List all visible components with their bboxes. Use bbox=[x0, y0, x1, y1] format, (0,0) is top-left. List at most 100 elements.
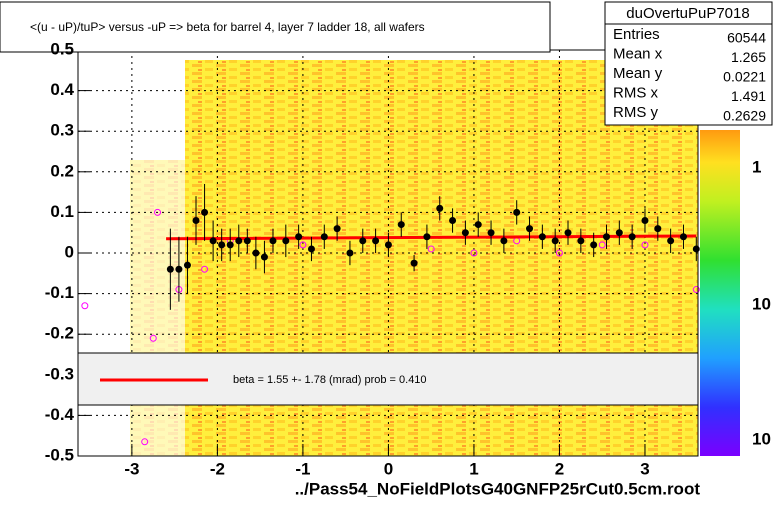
point bbox=[201, 208, 209, 216]
point bbox=[667, 237, 675, 245]
open-point bbox=[141, 438, 149, 446]
stats-label: Entries bbox=[613, 26, 660, 43]
point bbox=[192, 217, 200, 225]
stats-label: RMS x bbox=[613, 84, 659, 101]
x-tick-label: 3 bbox=[640, 459, 649, 478]
stats-label: Mean y bbox=[613, 65, 663, 82]
point bbox=[410, 259, 418, 267]
stats-value: 0.0221 bbox=[723, 69, 766, 85]
open-point bbox=[470, 249, 478, 257]
open-point bbox=[641, 241, 649, 249]
point bbox=[260, 253, 268, 261]
marks bbox=[81, 183, 700, 446]
point bbox=[243, 237, 251, 245]
open-point bbox=[201, 265, 209, 273]
point bbox=[538, 233, 546, 241]
point bbox=[295, 233, 303, 241]
stats-label: Mean x bbox=[613, 45, 663, 62]
point bbox=[436, 204, 444, 212]
colorbar-label: 10 bbox=[752, 429, 771, 448]
colorbar-label: 1 bbox=[752, 157, 761, 176]
point bbox=[577, 237, 585, 245]
point bbox=[641, 217, 649, 225]
x-axis-label: ../Pass54_NoFieldPlotsG40GNFP25rCut0.5cm… bbox=[295, 479, 701, 498]
point bbox=[218, 241, 226, 249]
stats-title: duOvertuPuP7018 bbox=[626, 5, 749, 22]
stats-label: RMS y bbox=[613, 104, 659, 121]
y-tick-label: 0.3 bbox=[50, 121, 74, 140]
y-tick-label: -0.2 bbox=[45, 324, 74, 343]
point bbox=[166, 265, 174, 273]
x-tick-label: -1 bbox=[295, 459, 310, 478]
point bbox=[487, 229, 495, 237]
point bbox=[461, 229, 469, 237]
open-point bbox=[692, 286, 700, 294]
y-tick-label: -0.1 bbox=[45, 283, 74, 302]
y-tick-label: -0.4 bbox=[45, 405, 75, 424]
y-tick-label: 0.1 bbox=[50, 202, 74, 221]
point bbox=[209, 237, 217, 245]
y-tick-label: -0.5 bbox=[45, 445, 74, 464]
x-tick-label: 1 bbox=[469, 459, 478, 478]
chart-title: <(u - uP)/tuP> versus -uP => beta for ba… bbox=[30, 20, 425, 34]
y-tick-label: -0.3 bbox=[45, 364, 74, 383]
open-point bbox=[81, 302, 89, 310]
y-tick-label: 0 bbox=[65, 242, 74, 261]
point bbox=[269, 237, 277, 245]
point bbox=[320, 233, 328, 241]
point bbox=[500, 237, 508, 245]
stats-value: 1.491 bbox=[731, 88, 766, 104]
point bbox=[564, 229, 572, 237]
open-point bbox=[598, 241, 606, 249]
open-point bbox=[427, 245, 435, 253]
x-tick-label: -2 bbox=[210, 459, 225, 478]
point bbox=[474, 221, 482, 229]
x-tick-label: -3 bbox=[124, 459, 139, 478]
point bbox=[590, 241, 598, 249]
open-point bbox=[299, 241, 307, 249]
open-point bbox=[555, 249, 563, 257]
point bbox=[346, 249, 354, 257]
stats-box bbox=[604, 1, 773, 126]
point bbox=[602, 233, 610, 241]
y-tick-label: 0.5 bbox=[50, 39, 74, 58]
color-palette bbox=[700, 130, 740, 456]
point bbox=[615, 229, 623, 237]
point bbox=[307, 245, 315, 253]
point bbox=[252, 249, 260, 257]
point bbox=[282, 237, 290, 245]
stats-value: 0.2629 bbox=[723, 108, 766, 124]
colorbar-label: 10 bbox=[752, 294, 771, 313]
y-tick-label: 0.4 bbox=[50, 80, 74, 99]
point bbox=[628, 233, 636, 241]
open-point bbox=[149, 334, 157, 342]
point bbox=[359, 237, 367, 245]
point bbox=[183, 261, 191, 269]
point bbox=[384, 241, 392, 249]
x-tick-label: 2 bbox=[555, 459, 564, 478]
point bbox=[551, 237, 559, 245]
stats-value: 60544 bbox=[727, 30, 766, 46]
point bbox=[372, 237, 380, 245]
point bbox=[449, 217, 457, 225]
point bbox=[423, 233, 431, 241]
point bbox=[175, 265, 183, 273]
fit-legend-text: beta = 1.55 +- 1.78 (mrad) prob = 0.410 bbox=[233, 374, 427, 386]
point bbox=[526, 225, 534, 233]
y-tick-label: 0.2 bbox=[50, 161, 74, 180]
stats-value: 1.265 bbox=[731, 49, 766, 65]
point bbox=[692, 245, 700, 253]
point bbox=[654, 225, 662, 233]
point bbox=[679, 233, 687, 241]
x-tick-label: 0 bbox=[384, 459, 393, 478]
point bbox=[333, 225, 341, 233]
point bbox=[235, 237, 243, 245]
title-box bbox=[0, 1, 551, 53]
point bbox=[397, 221, 405, 229]
point bbox=[513, 208, 521, 216]
heatmap-edge bbox=[130, 160, 185, 456]
open-point bbox=[154, 208, 162, 216]
point bbox=[226, 241, 234, 249]
